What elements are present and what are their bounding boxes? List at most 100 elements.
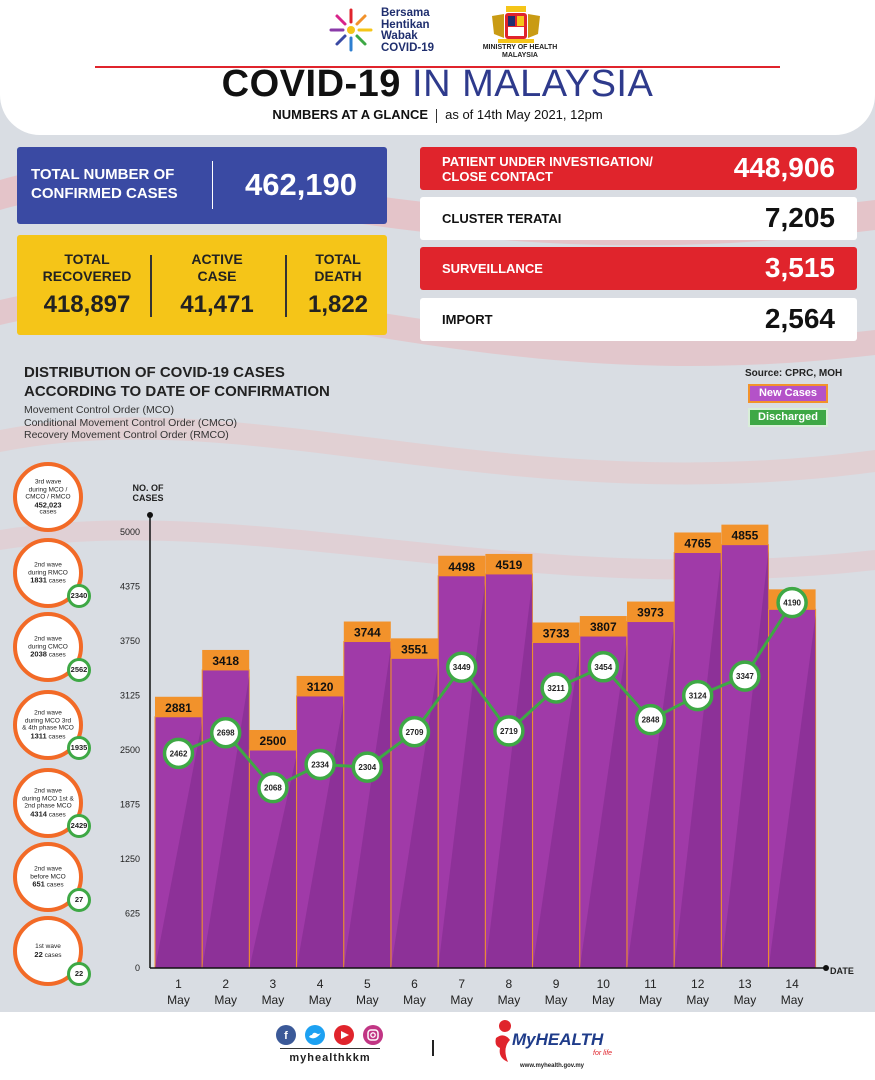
import-value: 2,564 [764, 303, 835, 334]
bar-value-box [438, 555, 486, 576]
discharged-point [445, 651, 478, 683]
footer [0, 1012, 875, 1080]
recovered-value: 418,897 [43, 291, 131, 318]
social-handle: myhealthkkm [289, 1052, 371, 1064]
bar-value-box [202, 649, 250, 670]
campaign-logo-text: Bersama Hentikan Wabak COVID-19 [381, 7, 435, 54]
discharged-point [209, 716, 242, 749]
x-tick-label: 11 [644, 977, 657, 991]
x-tick-label-month: May [450, 993, 473, 1007]
bar-value-box [155, 696, 202, 717]
x-tick-label-month: May [262, 993, 285, 1007]
bar-shade [532, 648, 580, 968]
bar-shade [155, 722, 202, 968]
chart-title: DISTRIBUTION OF COVID-19 CASES ACCORDING… [24, 364, 330, 400]
instagram-icon [363, 1025, 383, 1045]
y-tick-label: 3125 [120, 691, 140, 701]
bar-value-label: 3120 [307, 680, 334, 694]
cluster-value: 7,205 [764, 202, 835, 233]
ministry-label: MINISTRY OF HEALTH MALAYSIA [482, 44, 558, 59]
discharged-point [729, 660, 761, 692]
discharged-point [587, 651, 620, 683]
discharged-point [681, 679, 714, 712]
x-tick-label-month: May [686, 993, 709, 1007]
wave-2nd-rmco: 2nd wave during RMCO 1831 cases 2340 [13, 538, 91, 608]
y-tick-label: 1250 [120, 854, 140, 864]
x-axis-end-dot [823, 965, 829, 971]
svg-text:f: f [284, 1030, 288, 1042]
discharged-point [493, 715, 525, 747]
discharged-value-label: 3347 [736, 672, 754, 681]
y-tick-label: 625 [125, 909, 140, 919]
confirmed-cases-card: TOTAL NUMBER OF CONFIRMED CASES 462,190 [17, 147, 387, 224]
bar-value-box [391, 638, 438, 659]
discharged-value-label: 2719 [500, 727, 518, 736]
death-value: 1,822 [307, 291, 369, 318]
bar-shade [343, 647, 391, 968]
header-divider [95, 66, 780, 68]
subtitle-label: NUMBERS AT A GLANCE [272, 107, 429, 122]
x-tick-label-month: May [545, 993, 568, 1007]
bar-shade [768, 615, 816, 968]
y-axis-end-dot [147, 512, 153, 518]
import-label: IMPORT [442, 312, 493, 327]
card-divider [212, 161, 213, 209]
x-tick-label-month: May [167, 993, 190, 1007]
footer-separator [432, 1040, 434, 1056]
x-tick-label-month: May [734, 993, 757, 1007]
confirmed-cases-label: TOTAL NUMBER OF CONFIRMED CASES [31, 166, 178, 202]
bar-shade [202, 675, 250, 968]
bar-value-box [485, 553, 533, 574]
x-tick-label: 13 [738, 977, 752, 991]
bar-shade [674, 558, 722, 968]
bar-value-label: 3744 [354, 626, 381, 640]
bar-shade [438, 581, 486, 968]
discharged-point [634, 703, 667, 736]
discharged-value-label: 2462 [170, 749, 188, 758]
x-tick-label: 1 [175, 977, 182, 991]
outcome-stats-card: TOTAL RECOVERED 418,897 ACTIVE CASE 41,4… [17, 235, 387, 335]
campaign-logo-icon [329, 8, 373, 52]
bar-value-box [627, 601, 674, 622]
discharged-value-label: 2709 [406, 728, 424, 737]
x-tick-label: 3 [270, 977, 277, 991]
subtitle-separator [436, 108, 438, 123]
bar-value-label: 3807 [590, 620, 617, 634]
bar-shade [485, 579, 533, 968]
x-tick-label: 9 [553, 977, 560, 991]
bar-value-label: 3418 [212, 654, 239, 668]
wave-1st: 1st wave 22 cases 22 [13, 916, 91, 986]
bar-value-label: 3973 [637, 606, 664, 620]
x-tick-label: 8 [506, 977, 513, 991]
pui-card: PATIENT UNDER INVESTIGATION/ CLOSE CONTA… [420, 147, 857, 190]
bar-shade [249, 756, 297, 968]
discharged-point [304, 748, 336, 781]
bar-value-label: 3551 [401, 642, 428, 656]
y-tick-label: 1875 [120, 800, 140, 810]
wave-discharged-badge: 22 [67, 962, 91, 986]
discharged-value-label: 4190 [783, 599, 801, 608]
stat-divider [285, 255, 287, 317]
wave-2nd-cmco: 2nd wave during CMCO 2038 cases 2562 [13, 612, 91, 682]
wave-2nd-mco-3-4: 2nd wave during MCO 3rd & 4th phase MCO 13… [13, 690, 91, 760]
bar-value-box [674, 532, 722, 553]
stat-divider [150, 255, 152, 317]
y-axis-label-2: CASES [132, 493, 163, 503]
discharged-value-label: 2848 [642, 716, 660, 725]
bar-value-box [721, 524, 769, 545]
social-icons: f [276, 1025, 383, 1045]
discharged-point [162, 737, 195, 770]
discharged-point [540, 672, 572, 704]
bar-value-label: 4498 [448, 560, 475, 574]
handle-divider [280, 1048, 380, 1049]
x-tick-label: 14 [785, 977, 799, 991]
x-tick-label-month: May [356, 993, 379, 1007]
myhealth-tagline: for life [593, 1050, 613, 1057]
x-tick-label: 10 [597, 977, 611, 991]
x-tick-label: 12 [691, 977, 705, 991]
chart-notes: Movement Control Order (MCO) Conditional… [24, 404, 237, 441]
facebook-icon [276, 1025, 296, 1045]
bar-shade [296, 701, 344, 968]
import-card: IMPORT 2,564 [420, 298, 857, 341]
